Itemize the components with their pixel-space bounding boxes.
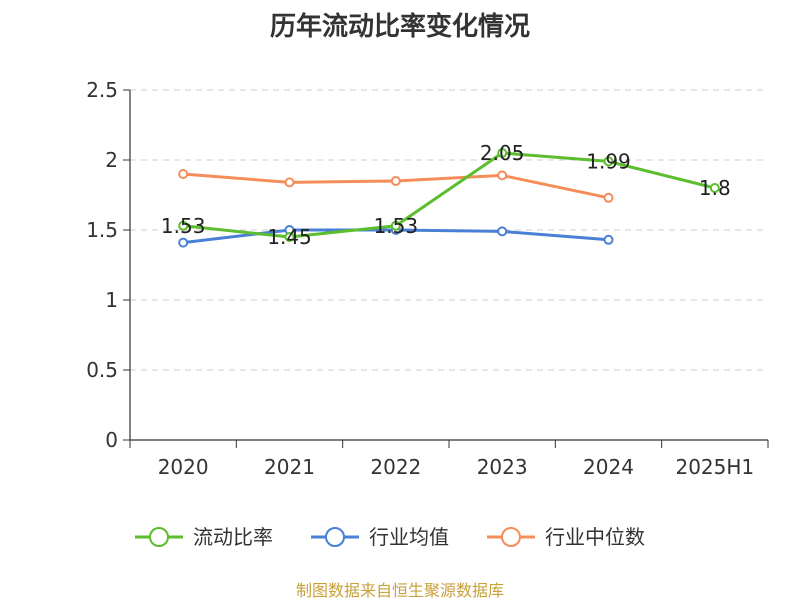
y-tick-label: 0.5 xyxy=(86,358,118,382)
legend-marker xyxy=(149,527,169,547)
legend-marker xyxy=(325,527,345,547)
x-tick-label: 2025H1 xyxy=(675,455,754,479)
data-point[interactable] xyxy=(497,226,508,237)
data-point[interactable] xyxy=(390,176,401,186)
x-tick-label: 2021 xyxy=(264,455,315,479)
legend: 流动比率 行业均值 行业中位数 xyxy=(135,525,645,549)
data-point[interactable] xyxy=(178,237,189,248)
y-tick-label: 2 xyxy=(105,148,118,172)
series-line xyxy=(183,151,716,239)
data-point[interactable] xyxy=(603,234,614,245)
data-point[interactable] xyxy=(497,170,508,181)
data-point[interactable] xyxy=(284,232,295,242)
data-point[interactable] xyxy=(603,156,614,167)
data-point[interactable] xyxy=(497,148,508,158)
x-tick-label: 2023 xyxy=(477,455,528,479)
legend-item[interactable]: 流动比率 xyxy=(135,525,273,549)
x-tick-label: 2022 xyxy=(370,455,421,479)
legend-item[interactable]: 行业均值 xyxy=(311,525,449,549)
chart-title: 历年流动比率变化情况 xyxy=(269,12,530,42)
x-tick-label: 2020 xyxy=(158,455,209,479)
source-note: 制图数据来自恒生聚源数据库 xyxy=(295,581,504,600)
data-point[interactable] xyxy=(390,220,401,231)
data-label: 1.45 xyxy=(267,225,312,249)
data-label: 1.8 xyxy=(699,176,731,200)
legend-label: 流动比率 xyxy=(193,525,273,549)
data-point[interactable] xyxy=(603,192,614,203)
legend-marker xyxy=(501,527,521,547)
data-point[interactable] xyxy=(178,220,189,231)
data-point[interactable] xyxy=(284,177,295,188)
data-point[interactable] xyxy=(178,169,189,179)
data-label: 2.05 xyxy=(480,141,525,165)
data-label: 1.53 xyxy=(374,214,419,238)
legend-label: 行业中位数 xyxy=(545,525,645,549)
legend-item[interactable]: 行业中位数 xyxy=(487,525,645,549)
y-tick-label: 1 xyxy=(105,288,118,312)
data-point[interactable] xyxy=(709,183,720,193)
data-label: 1.53 xyxy=(161,214,206,238)
legend-label: 行业均值 xyxy=(369,525,449,549)
y-tick-label: 2.5 xyxy=(86,78,118,102)
data-label: 1.99 xyxy=(586,149,631,173)
y-tick-label: 0 xyxy=(105,428,118,452)
y-tick-label: 1.5 xyxy=(86,218,118,242)
series-lines xyxy=(178,148,720,248)
x-tick-label: 2024 xyxy=(583,455,634,479)
axes: 0 0.5 1 1.5 2 2.5 2020 2021 2022 2023 2024 2025H1 xyxy=(86,78,769,479)
data-labels: 1.53 1.45 1.53 2.05 1.99 1.8 xyxy=(161,141,731,249)
